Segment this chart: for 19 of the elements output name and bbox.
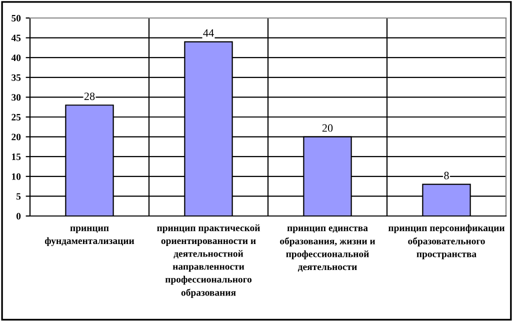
y-tick-label: 5: [16, 193, 21, 200]
y-tick-label: 10: [12, 173, 21, 180]
x-tick-label: принцип персонификации образовательного пространства: [388, 224, 505, 260]
y-tick-label: 20: [12, 134, 21, 140]
data-label: 44: [203, 29, 214, 37]
y-tick-label: 25: [12, 114, 21, 120]
x-tick-label: принцип практической ориентированности и деятельностной направленности профессионального образования: [157, 224, 260, 298]
data-label: 28: [84, 92, 95, 100]
x-tick-label: принцип фундаментализации: [44, 226, 134, 246]
y-tick-label: 45: [11, 34, 21, 42]
data-label: 8: [444, 172, 449, 180]
data-label: 20: [322, 124, 333, 132]
y-tick-label: 15: [12, 154, 21, 160]
y-tick-label: 50: [12, 14, 21, 22]
y-tick-label: 0: [16, 212, 21, 220]
y-tick-label: 30: [12, 94, 21, 101]
y-tick-label: 35: [12, 74, 21, 81]
x-tick-label: принцип единства образования, жизни и профессиональной деятельности: [280, 226, 376, 272]
y-tick-label: 40: [11, 54, 21, 62]
